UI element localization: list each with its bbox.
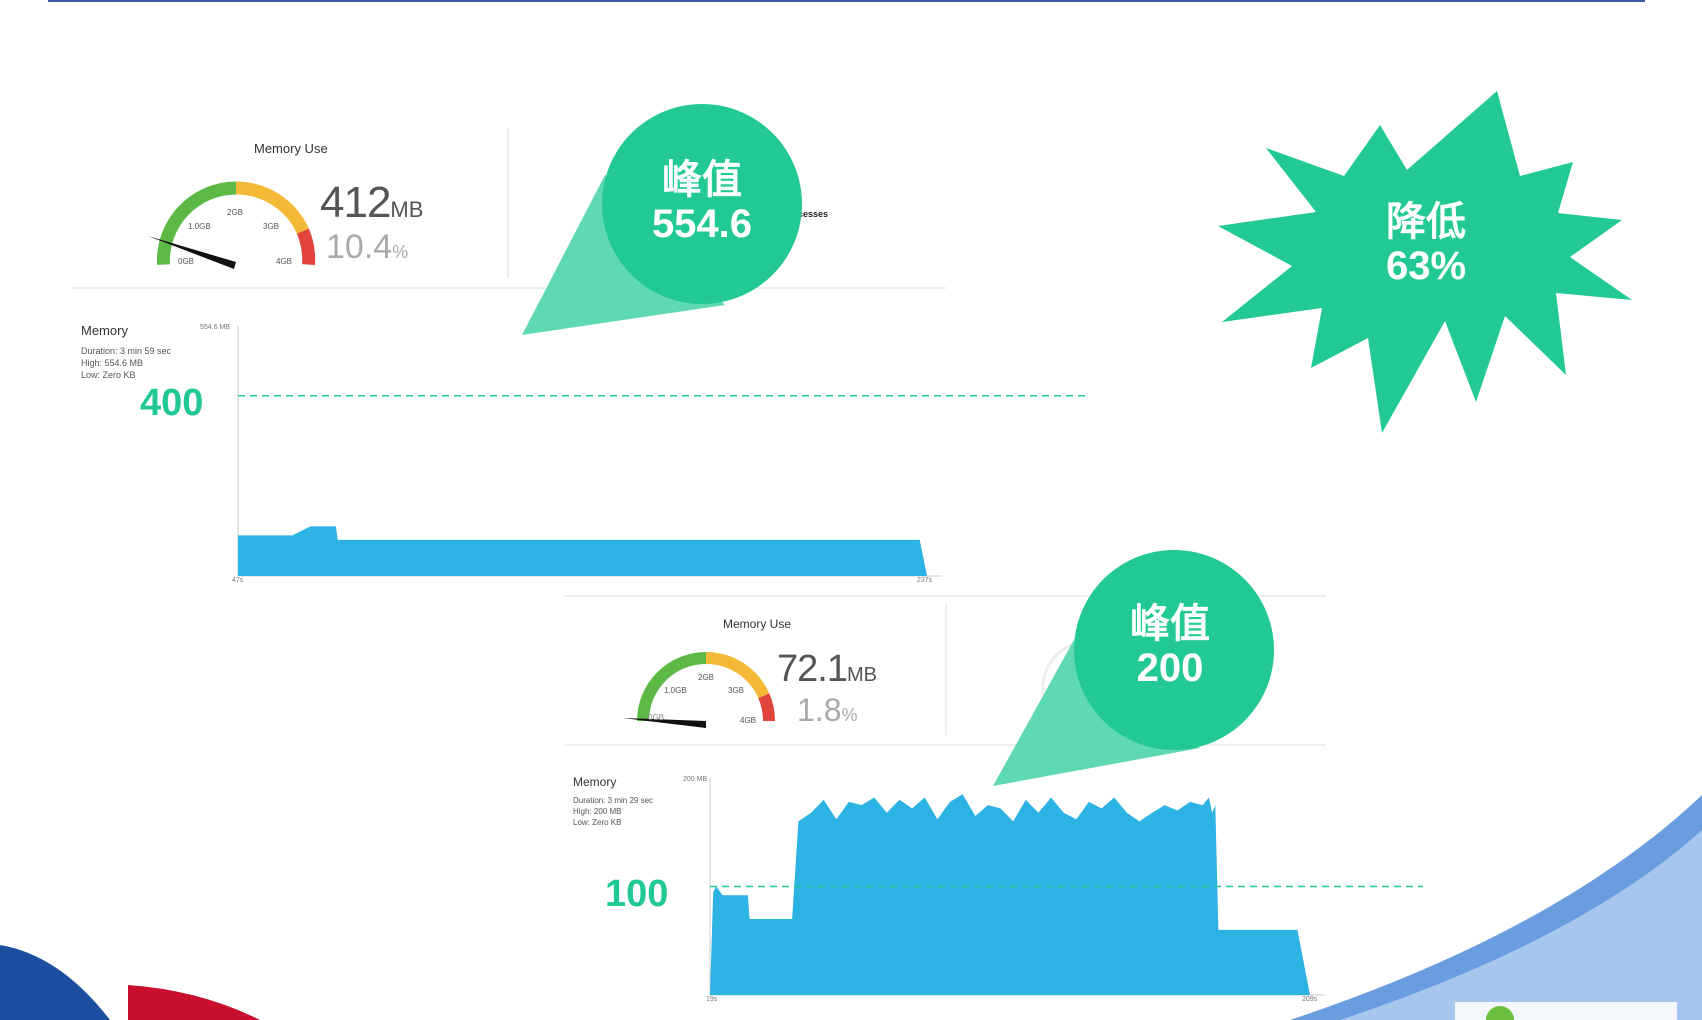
- bottom-callout-bubble: [1074, 550, 1274, 750]
- starburst-text: 降低 63%: [1336, 200, 1516, 288]
- bottom-chart-xstart-label: 19s: [706, 996, 718, 1003]
- bottom-memory-duration: Duration: 3 min 29 sec: [573, 796, 654, 805]
- top-memory-unit: MB: [390, 197, 424, 222]
- bottom-memory-low: Low: Zero KB: [573, 818, 622, 827]
- top-gauge-needle: [148, 236, 236, 269]
- top-memory-area: [238, 526, 927, 576]
- starburst-shape: [1218, 91, 1632, 433]
- bottom-gauge-tick-2: 2GB: [698, 673, 715, 682]
- bottom-percent-unit: %: [841, 705, 858, 725]
- top-chart-xend-label: 237s: [917, 577, 933, 584]
- top-memory-high: High: 554.6 MB: [81, 358, 144, 368]
- bottom-gauge-tick-3: 3GB: [728, 686, 745, 695]
- starburst-line1: 降低: [1386, 200, 1466, 244]
- top-percent-number: 10.4: [326, 228, 393, 266]
- bottom-gauge-tick-0: 0GB: [648, 713, 665, 722]
- bottom-memory-unit: MB: [846, 664, 877, 686]
- corner-swoosh-light: [1340, 830, 1702, 1020]
- bottom-chart-ymax-label: 200 MB: [683, 776, 708, 783]
- bottom-percent-number: 1.8: [797, 692, 842, 728]
- top-callout-line1: 峰值: [662, 158, 742, 202]
- left-stripe-blue: [0, 945, 110, 1020]
- left-stripe-red: [128, 985, 260, 1020]
- starburst-line2: 63%: [1385, 244, 1467, 288]
- top-memory-value: 412MB: [320, 178, 423, 228]
- top-reference-label: 400: [140, 382, 204, 424]
- top-gauge-tick-2: 2GB: [227, 208, 244, 217]
- top-memory-low: Low: Zero KB: [81, 370, 136, 380]
- bottom-memory-percent: 1.8%: [797, 692, 858, 729]
- bottom-memory-title: Memory: [573, 775, 617, 789]
- bottom-memory-area: [710, 794, 1310, 995]
- top-callout-line2: 554.6: [651, 202, 753, 246]
- bottom-reference-label: 100: [605, 873, 669, 915]
- bottom-memory-number: 72.1: [777, 648, 848, 690]
- top-percent-unit: %: [392, 242, 409, 262]
- bottom-chart-xend-label: 209s: [1302, 996, 1318, 1003]
- bottom-gauge-tick-4: 4GB: [740, 716, 757, 725]
- bottom-memory-value: 72.1MB: [777, 648, 877, 691]
- top-callout-text: 峰值 554.6: [612, 158, 792, 246]
- bottom-callout-text: 峰值 200: [1080, 602, 1260, 690]
- bottom-gauge-tick-1: 1.0GB: [664, 686, 687, 695]
- top-partial-label: cesses: [798, 209, 829, 219]
- top-memory-duration: Duration: 3 min 59 sec: [81, 346, 172, 356]
- top-gauge-title: Memory Use: [254, 141, 328, 156]
- top-callout-bubble: [602, 104, 802, 304]
- bottom-gauge-title: Memory Use: [723, 617, 792, 631]
- bottom-gauge-needle: [623, 718, 706, 728]
- top-gauge-tick-4: 4GB: [276, 257, 293, 266]
- top-chart-ymax-label: 554.6 MB: [200, 324, 230, 331]
- top-memory-percent: 10.4%: [326, 228, 408, 267]
- top-gauge-tick-1: 1.0GB: [188, 222, 211, 231]
- bottom-memory-high: High: 200 MB: [573, 807, 622, 816]
- bottom-callout-line1: 峰值: [1130, 602, 1210, 646]
- top-memory-title: Memory: [81, 323, 128, 338]
- top-gauge-tick-0: 0GB: [178, 257, 195, 266]
- top-gauge-tick-3: 3GB: [263, 222, 280, 231]
- logo-mark: [1486, 1006, 1514, 1020]
- bottom-callout-line2: 200: [1136, 646, 1204, 690]
- top-memory-number: 412: [320, 178, 391, 227]
- top-chart-xstart-label: 47s: [232, 577, 244, 584]
